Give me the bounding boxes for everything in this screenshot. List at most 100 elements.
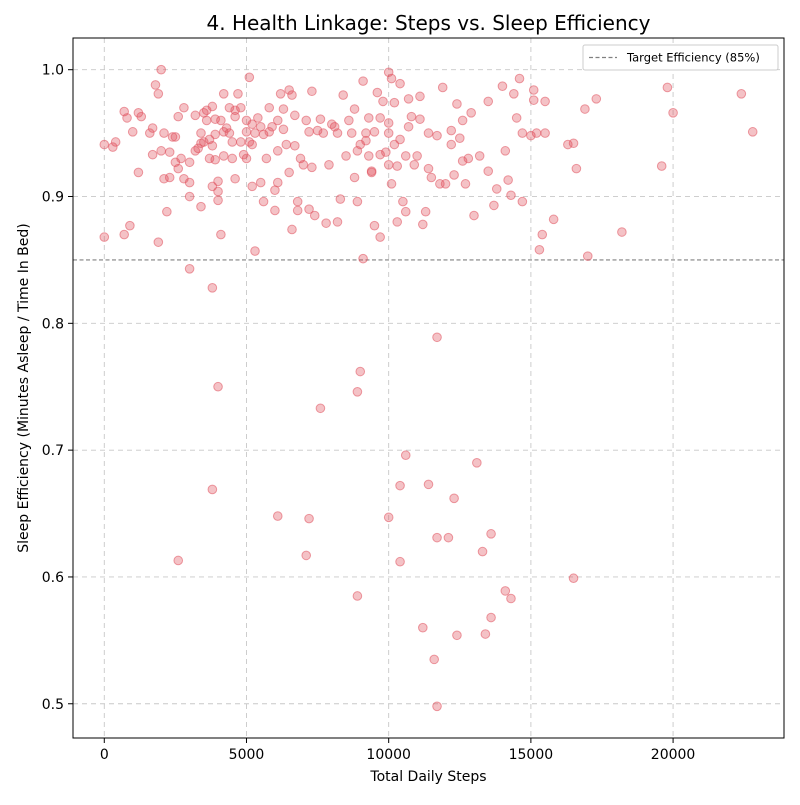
data-point bbox=[346, 128, 357, 138]
legend-label: Target Efficiency (85%) bbox=[626, 51, 760, 65]
data-point bbox=[486, 529, 496, 539]
data-point bbox=[457, 115, 468, 126]
data-point bbox=[213, 186, 223, 197]
data-point bbox=[150, 80, 161, 90]
data-point bbox=[352, 196, 363, 207]
data-point bbox=[119, 229, 129, 240]
data-point bbox=[179, 102, 189, 113]
data-point bbox=[443, 532, 454, 543]
data-point bbox=[207, 484, 218, 495]
data-point bbox=[395, 480, 405, 491]
data-point bbox=[486, 612, 496, 623]
data-point bbox=[540, 128, 550, 138]
data-point bbox=[153, 88, 164, 99]
data-point bbox=[349, 172, 360, 183]
data-point bbox=[207, 140, 218, 151]
data-point bbox=[361, 135, 371, 146]
data-point bbox=[321, 218, 331, 228]
data-point bbox=[517, 128, 528, 138]
data-point bbox=[437, 82, 448, 93]
data-point bbox=[204, 153, 215, 164]
data-point bbox=[432, 332, 442, 343]
data-point bbox=[528, 85, 539, 95]
data-point bbox=[366, 166, 377, 176]
x-tick-label: 15000 bbox=[509, 747, 554, 763]
data-point bbox=[278, 124, 289, 135]
data-point bbox=[162, 206, 172, 217]
data-point bbox=[290, 110, 300, 121]
data-point bbox=[449, 493, 459, 504]
data-point bbox=[491, 184, 502, 194]
data-point bbox=[369, 220, 380, 231]
data-point bbox=[418, 219, 428, 230]
data-point bbox=[287, 224, 297, 235]
data-point bbox=[99, 139, 110, 150]
data-point bbox=[196, 201, 206, 212]
y-axis-label: Sleep Efficiency (Minutes Asleep / Time … bbox=[16, 223, 32, 552]
data-point bbox=[199, 137, 209, 147]
data-point bbox=[392, 217, 403, 227]
data-point bbox=[363, 113, 374, 123]
data-point bbox=[531, 128, 542, 138]
data-point bbox=[580, 104, 590, 114]
data-point bbox=[423, 163, 434, 174]
data-point bbox=[454, 133, 465, 143]
data-point bbox=[395, 556, 405, 567]
data-point bbox=[210, 154, 220, 165]
data-point bbox=[173, 111, 184, 122]
data-point bbox=[335, 194, 346, 204]
data-point bbox=[318, 128, 329, 138]
data-point bbox=[389, 97, 400, 108]
data-point bbox=[332, 128, 343, 138]
data-point bbox=[656, 161, 667, 171]
grid bbox=[73, 38, 784, 738]
data-point bbox=[568, 138, 579, 149]
data-point bbox=[383, 512, 394, 523]
data-point bbox=[537, 229, 548, 240]
data-point bbox=[184, 177, 195, 188]
x-tick-label: 0 bbox=[100, 747, 109, 763]
data-point bbox=[489, 200, 499, 211]
data-point bbox=[213, 381, 223, 392]
data-point bbox=[406, 111, 417, 122]
data-point bbox=[497, 81, 508, 91]
data-point bbox=[147, 149, 158, 160]
data-point bbox=[418, 622, 428, 633]
data-point bbox=[122, 113, 132, 123]
data-point bbox=[344, 115, 354, 126]
data-point bbox=[420, 206, 431, 217]
data-point bbox=[258, 196, 269, 207]
data-point bbox=[449, 170, 459, 180]
data-point bbox=[301, 115, 312, 126]
data-point bbox=[184, 191, 195, 202]
data-point bbox=[429, 654, 439, 665]
data-point bbox=[304, 204, 314, 214]
data-point bbox=[235, 102, 246, 113]
data-point bbox=[386, 73, 397, 84]
data-point bbox=[352, 591, 363, 601]
data-point bbox=[403, 121, 414, 132]
data-point bbox=[372, 87, 383, 98]
data-point bbox=[173, 555, 184, 566]
data-point bbox=[272, 146, 283, 156]
data-point bbox=[460, 179, 471, 189]
data-point bbox=[392, 161, 403, 171]
data-point bbox=[423, 128, 434, 138]
data-point bbox=[230, 173, 240, 184]
data-point bbox=[400, 206, 411, 217]
data-point bbox=[159, 173, 169, 184]
data-point bbox=[147, 123, 158, 133]
data-point bbox=[173, 163, 184, 174]
data-point bbox=[241, 153, 252, 164]
data-point bbox=[110, 137, 121, 147]
data-point bbox=[235, 137, 246, 147]
data-point bbox=[216, 229, 226, 240]
data-point bbox=[506, 190, 516, 201]
plot-frame bbox=[72, 37, 785, 739]
data-point bbox=[270, 205, 280, 216]
data-point bbox=[304, 127, 314, 137]
data-point bbox=[207, 101, 218, 112]
data-point bbox=[224, 102, 235, 113]
data-point bbox=[230, 111, 240, 122]
